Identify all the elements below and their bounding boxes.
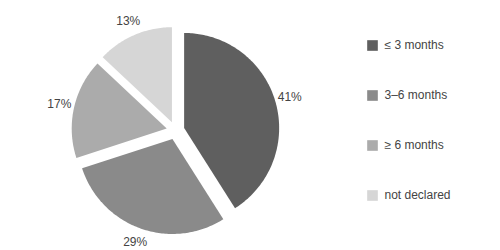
svg-text:not declared: not declared [385,188,451,202]
svg-text:3–6 months: 3–6 months [385,88,448,102]
svg-text:29%: 29% [123,235,147,249]
svg-text:≤ 3 months: ≤ 3 months [385,38,444,52]
svg-text:≥ 6 months: ≥ 6 months [385,138,444,152]
svg-text:41%: 41% [278,90,302,104]
svg-text:17%: 17% [47,97,71,111]
svg-text:13%: 13% [116,14,140,28]
